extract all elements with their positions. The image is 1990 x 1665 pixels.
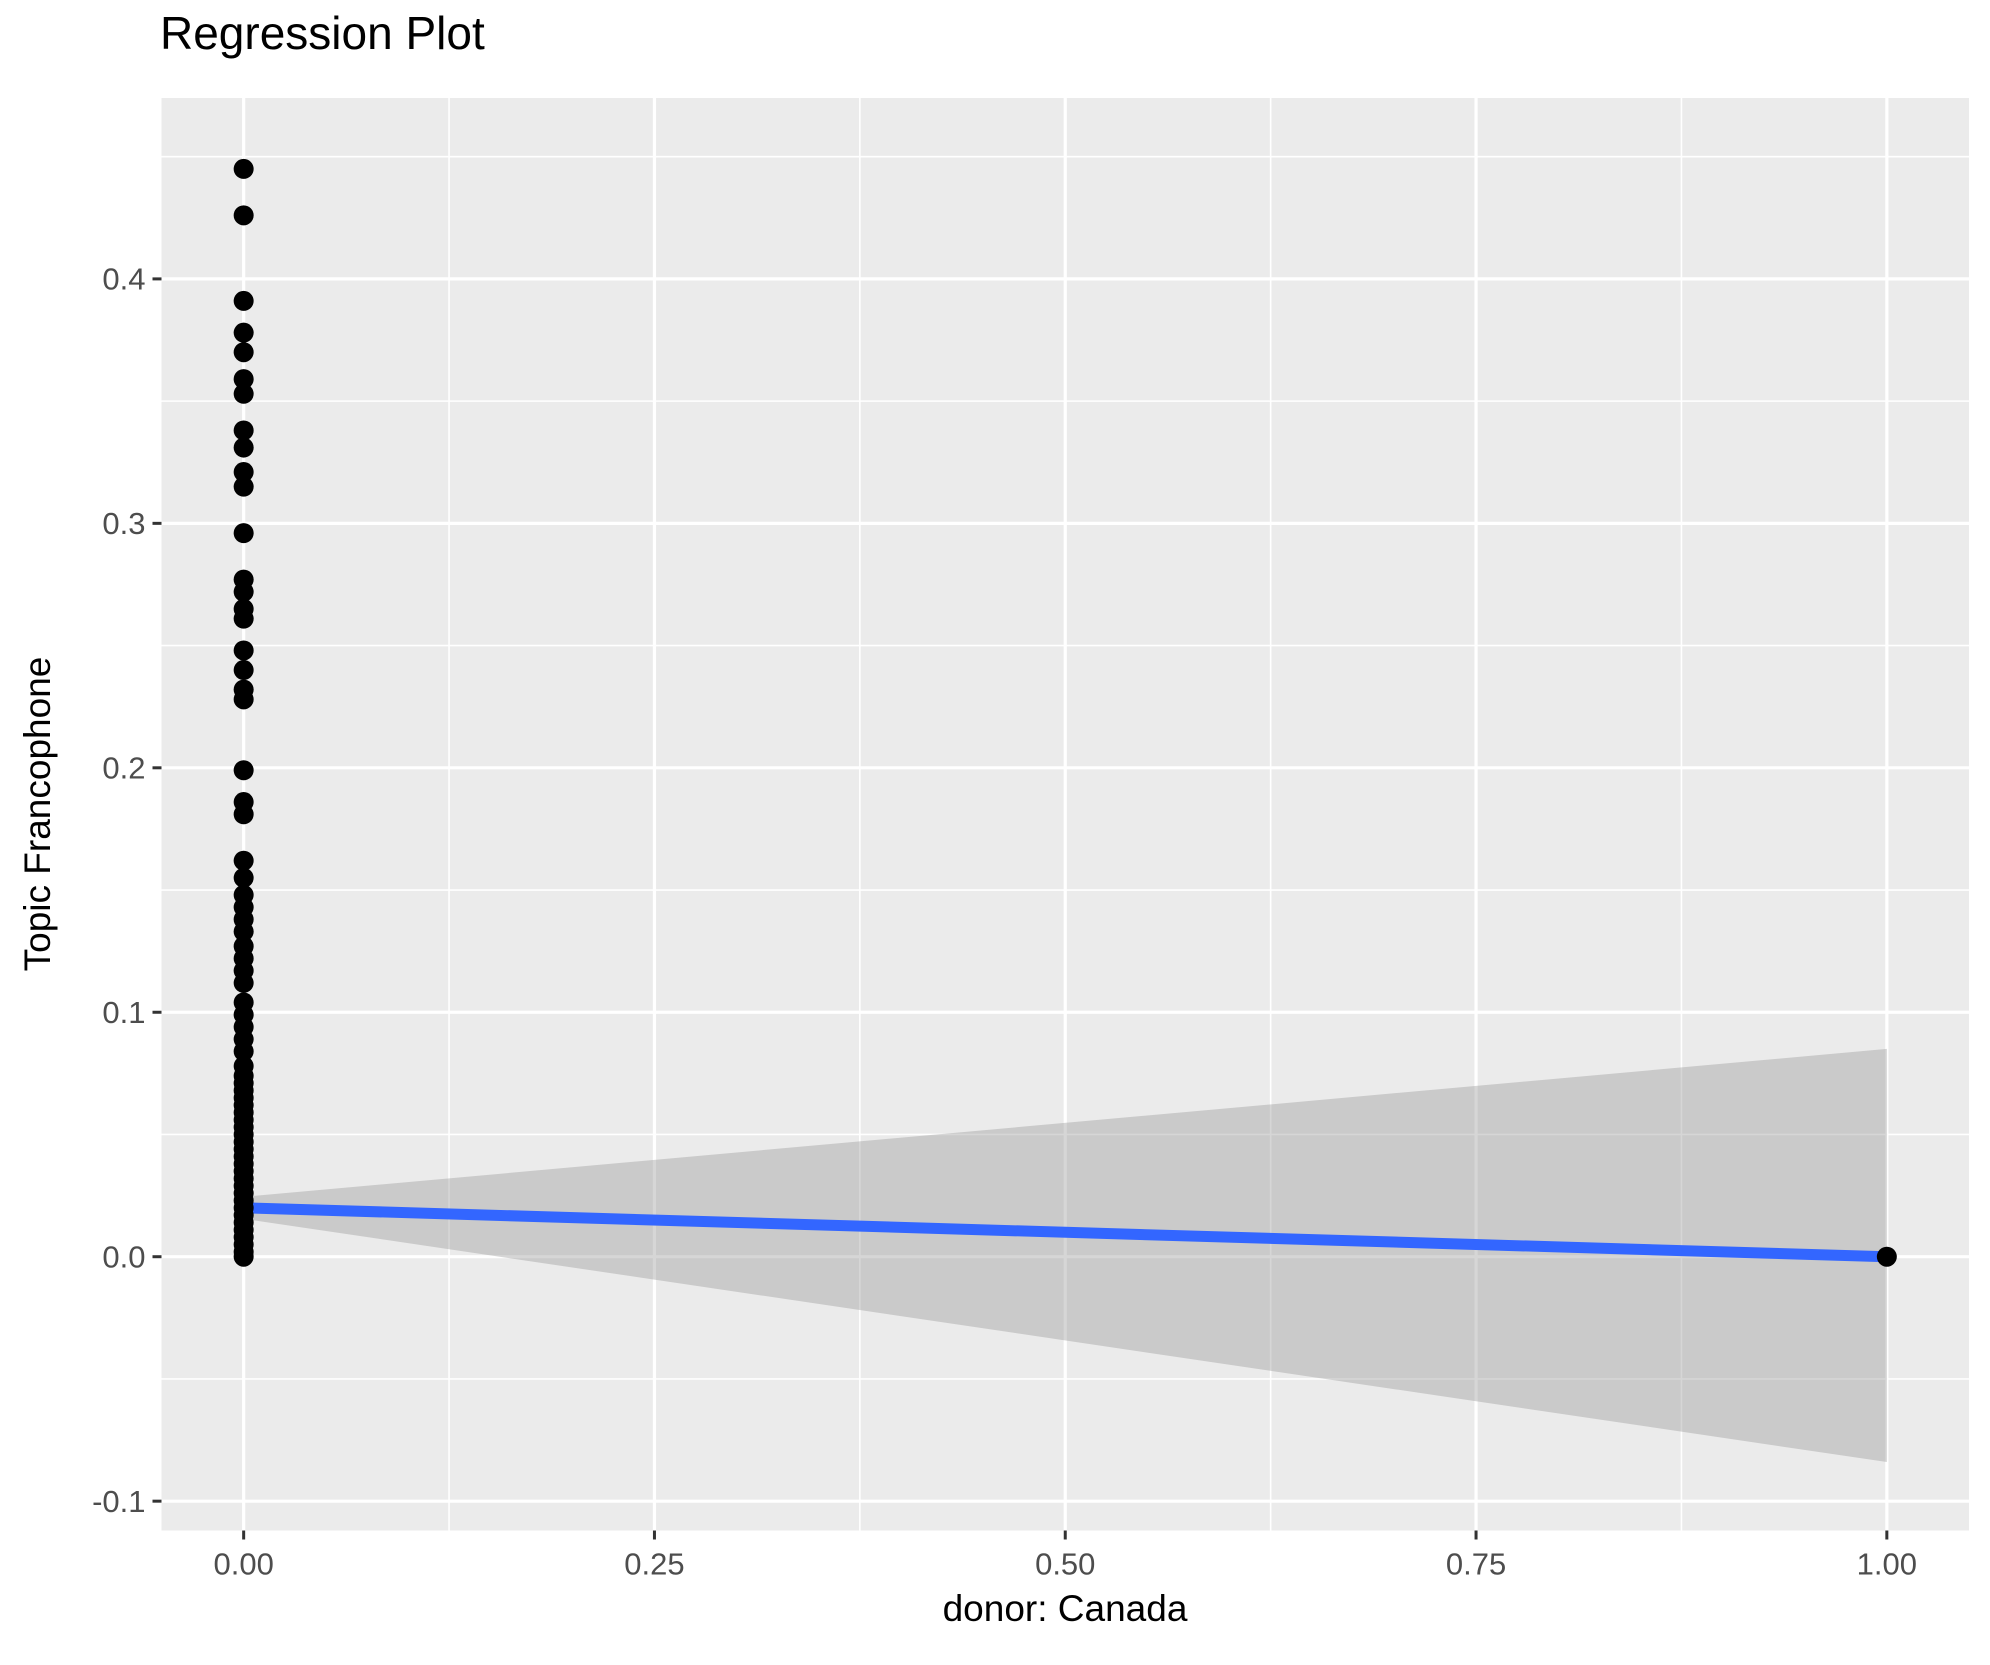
y-tick-label: 0.1 bbox=[102, 995, 145, 1030]
y-tick-label: 0.2 bbox=[102, 751, 145, 786]
plot-title: Regression Plot bbox=[160, 7, 485, 59]
x-tick-label: 0.75 bbox=[1446, 1547, 1506, 1582]
data-point bbox=[233, 1041, 254, 1062]
data-point bbox=[233, 290, 254, 311]
y-tick-labels: -0.1 0.0 0.1 0.2 0.3 0.4 bbox=[92, 262, 145, 1519]
x-tick-labels: 0.00 0.25 0.50 0.75 1.00 bbox=[213, 1547, 1917, 1582]
data-point bbox=[1876, 1246, 1897, 1267]
data-point bbox=[233, 205, 254, 226]
data-point bbox=[233, 462, 254, 483]
confidence-band bbox=[243, 1048, 1887, 1463]
tick-marks bbox=[152, 277, 1889, 1540]
data-point bbox=[233, 689, 254, 710]
data-point bbox=[233, 581, 254, 602]
x-tick-label: 0.00 bbox=[213, 1547, 273, 1582]
data-point bbox=[233, 660, 254, 681]
x-axis-label: donor: Canada bbox=[942, 1588, 1188, 1629]
y-tick-label: -0.1 bbox=[92, 1484, 145, 1519]
data-point bbox=[233, 850, 254, 871]
data-point bbox=[233, 972, 254, 993]
data-point bbox=[233, 804, 254, 825]
data-point bbox=[233, 342, 254, 363]
data-point bbox=[233, 1246, 254, 1267]
data-point bbox=[233, 158, 254, 179]
regression-line bbox=[243, 1202, 1888, 1263]
data-point bbox=[233, 523, 254, 544]
data-point bbox=[233, 437, 254, 458]
data-point bbox=[233, 867, 254, 888]
x-tick-label: 0.25 bbox=[624, 1547, 684, 1582]
data-point bbox=[233, 476, 254, 497]
x-tick-label: 1.00 bbox=[1857, 1547, 1917, 1582]
data-point bbox=[233, 322, 254, 343]
x-tick-label: 0.50 bbox=[1035, 1547, 1095, 1582]
data-point bbox=[233, 608, 254, 629]
data-point bbox=[233, 921, 254, 942]
y-tick-label: 0.3 bbox=[102, 506, 145, 541]
data-point bbox=[233, 369, 254, 390]
y-tick-label: 0.4 bbox=[102, 262, 145, 297]
y-tick-label: 0.0 bbox=[102, 1240, 145, 1275]
scatter-points bbox=[233, 158, 1897, 1267]
data-point bbox=[233, 640, 254, 661]
data-point bbox=[233, 420, 254, 441]
data-point bbox=[233, 383, 254, 404]
data-point bbox=[233, 760, 254, 781]
